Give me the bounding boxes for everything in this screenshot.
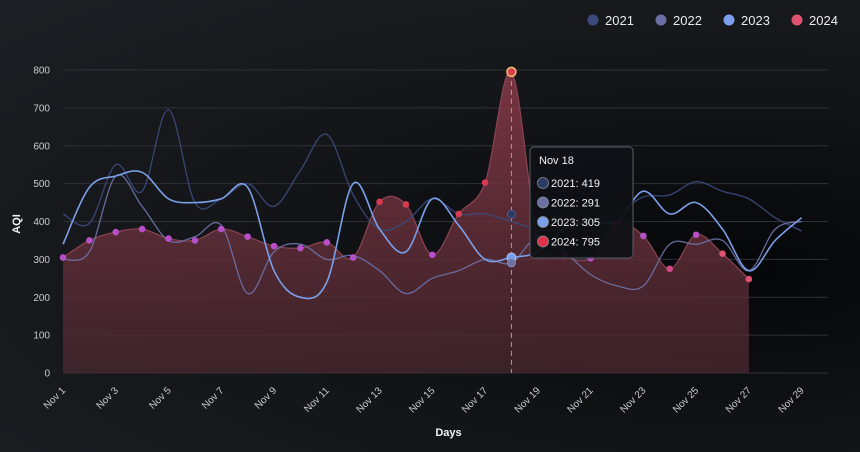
- x-tick-label: Nov 11: [302, 385, 332, 415]
- x-tick-label: Nov 7: [200, 385, 227, 412]
- data-point-2024[interactable]: [719, 250, 726, 257]
- data-point-2024[interactable]: [745, 275, 753, 283]
- data-point-2024[interactable]: [692, 231, 700, 239]
- y-tick-label: 800: [33, 66, 50, 77]
- tooltip-row: 2023: 305: [551, 217, 600, 229]
- legend-marker[interactable]: [655, 14, 667, 26]
- x-tick-label: Nov 1: [42, 385, 69, 412]
- y-axis: 0 100 200 300 400 500 600 700 800: [33, 66, 50, 380]
- y-tick-label: 200: [33, 293, 50, 304]
- legend-item-2022[interactable]: 2022: [655, 13, 702, 28]
- legend-marker[interactable]: [791, 14, 803, 26]
- legend-marker[interactable]: [587, 14, 599, 26]
- data-point-2024[interactable]: [640, 232, 647, 240]
- y-tick-label: 100: [33, 331, 50, 342]
- data-point-2024[interactable]: [59, 254, 67, 261]
- tooltip-marker: [537, 196, 549, 209]
- data-point-2024[interactable]: [402, 201, 410, 208]
- data-point-2024[interactable]: [86, 237, 93, 244]
- legend-item-2021[interactable]: 2021: [587, 13, 634, 28]
- x-tick-label: Nov 19: [513, 385, 543, 415]
- tooltip-box: [529, 146, 634, 259]
- x-tick-label: Nov 23: [618, 385, 648, 415]
- data-point-2024[interactable]: [349, 254, 357, 261]
- x-tick-label: Nov 3: [95, 385, 122, 412]
- x-tick-label: Nov 25: [671, 385, 701, 415]
- data-point-2024[interactable]: [270, 242, 278, 250]
- data-point-2024[interactable]: [376, 198, 383, 206]
- tooltip-row: 2022: 291: [551, 198, 600, 210]
- legend-marker[interactable]: [723, 14, 735, 26]
- tooltip-row: 2024: 795: [551, 237, 600, 249]
- data-point-2024[interactable]: [112, 228, 120, 236]
- legend-item-2024[interactable]: 2024: [791, 13, 838, 28]
- legend-item-2023[interactable]: 2023: [723, 13, 770, 28]
- data-point-2024[interactable]: [455, 210, 462, 218]
- x-tick-label: Nov 5: [147, 385, 174, 412]
- x-tick-label: Nov 9: [253, 385, 280, 412]
- legend-label[interactable]: 2022: [673, 13, 702, 28]
- series-2023-line: [62, 170, 803, 300]
- x-axis-title: Days: [435, 427, 461, 439]
- hover-marker-2022: [506, 258, 516, 268]
- y-tick-label: 700: [33, 103, 50, 114]
- tooltip-marker: [537, 235, 549, 248]
- legend-label[interactable]: 2024: [809, 13, 838, 28]
- y-tick-label: 0: [44, 369, 50, 380]
- data-point-2024[interactable]: [138, 225, 146, 233]
- y-tick-label: 500: [33, 179, 50, 190]
- tooltip-row: 2021: 419: [551, 178, 600, 190]
- x-tick-label: Nov 21: [566, 385, 596, 415]
- data-point-2024[interactable]: [244, 233, 251, 240]
- y-tick-label: 600: [33, 141, 50, 152]
- data-point-2024[interactable]: [165, 235, 172, 242]
- data-point-2024[interactable]: [217, 225, 225, 233]
- legend-label[interactable]: 2021: [605, 13, 634, 28]
- data-point-2024[interactable]: [323, 239, 331, 246]
- series-2022-line: [62, 173, 802, 295]
- x-tick-label: Nov 17: [460, 385, 490, 415]
- tooltip-title: Nov 18: [539, 155, 574, 167]
- y-tick-label: 400: [33, 217, 50, 228]
- x-axis: Nov 1 Nov 3 Nov 5 Nov 7 Nov 9 Nov 11 Nov 13 Nov…: [42, 385, 807, 415]
- x-tick-label: Nov 29: [777, 385, 807, 415]
- tooltip-marker: [537, 177, 549, 189]
- tooltip-marker: [537, 216, 549, 228]
- hover-marker-2024: [506, 66, 517, 78]
- y-axis-title: AQI: [11, 214, 23, 234]
- tooltip: Nov 18 2021: 419 2022: 291 2023: 305 2024: 7…: [529, 146, 634, 259]
- x-tick-label: Nov 13: [354, 385, 384, 415]
- data-point-2024[interactable]: [297, 244, 304, 252]
- y-tick-label: 300: [33, 255, 50, 266]
- x-tick-label: Nov 27: [724, 385, 754, 415]
- x-tick-label: Nov 15: [407, 385, 437, 415]
- data-point-2024[interactable]: [429, 251, 436, 259]
- legend: 2021 2022 2023 2024: [587, 13, 838, 28]
- series-2021-line: [62, 109, 802, 232]
- data-point-2024[interactable]: [481, 179, 489, 186]
- hover-marker-2021: [506, 209, 516, 219]
- data-point-2024[interactable]: [191, 237, 199, 244]
- data-point-2024[interactable]: [666, 265, 674, 273]
- legend-label[interactable]: 2023: [741, 13, 770, 28]
